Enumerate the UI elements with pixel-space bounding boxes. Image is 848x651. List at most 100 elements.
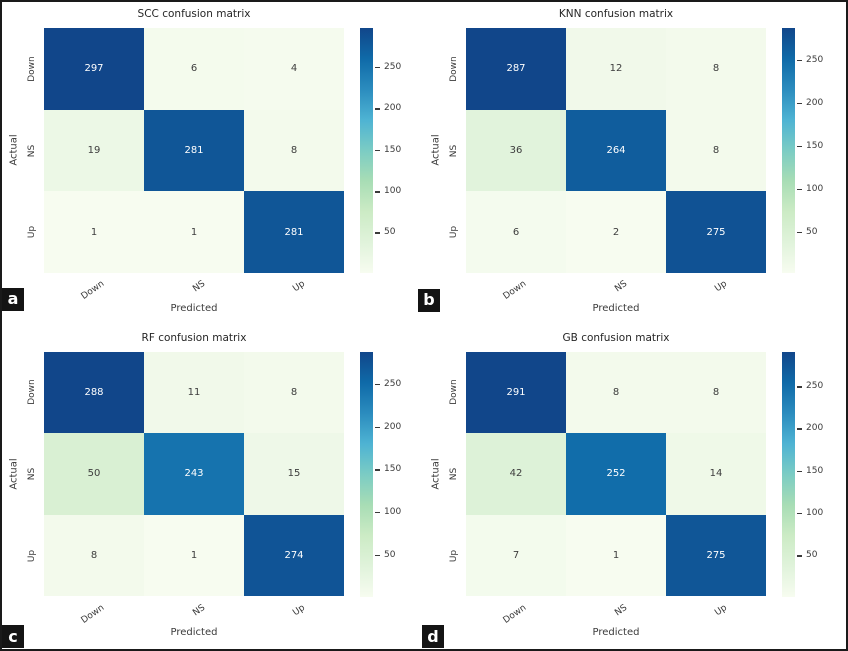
heatmap-cell: 11	[144, 351, 244, 434]
colorbar-tick-mark	[375, 191, 380, 193]
panel-letter-d: d	[422, 625, 444, 648]
x-tick-label: Down	[502, 602, 529, 626]
colorbar-tick-mark	[375, 232, 380, 234]
colorbar-tick-label: 250	[384, 378, 402, 389]
heatmap-cell: 50	[44, 433, 144, 515]
colorbar-tick-mark	[797, 386, 802, 388]
heatmap-cell: 287	[466, 28, 566, 110]
colorbar-tick-label: 200	[806, 423, 824, 434]
colorbar-tick-label: 100	[806, 507, 824, 518]
heatmap-cell: 8	[244, 351, 344, 434]
y-tick-label: Up	[449, 549, 459, 562]
colorbar-tick-mark	[375, 108, 380, 110]
y-tick-label: NS	[27, 467, 37, 481]
colorbar-tick-mark	[797, 555, 802, 557]
chart-title: GB confusion matrix	[562, 331, 670, 344]
colorbar-tick-mark	[375, 554, 380, 557]
x-tick-label: NS	[612, 602, 629, 618]
heatmap-cell: 15	[244, 433, 344, 515]
y-tick-label: NS	[449, 144, 459, 157]
heatmap-cell: 1	[144, 191, 244, 273]
colorbar-tick-label: 100	[384, 186, 402, 197]
colorbar-tick-label: 50	[806, 550, 818, 561]
colorbar-tick-mark	[797, 59, 802, 62]
colorbar-tick-label: 50	[384, 227, 396, 238]
x-axis-label: Predicted	[170, 303, 218, 314]
heatmap-cell: 8	[666, 28, 766, 110]
x-axis-label: Predicted	[170, 626, 218, 638]
heatmap-cell: 2	[566, 191, 666, 273]
heatmap-cell: 4	[244, 28, 344, 110]
colorbar-tick-mark	[375, 66, 380, 69]
colorbar-tick-label: 200	[384, 103, 402, 114]
heatmap-cell: 6	[466, 191, 566, 273]
colorbar-tick-label: 150	[806, 465, 824, 476]
colorbar-tick-mark	[375, 426, 380, 429]
x-tick-label: Up	[712, 279, 729, 295]
heatmap-cell: 8	[566, 351, 666, 434]
colorbar-tick-mark	[375, 383, 380, 386]
colorbar-tick-label: 150	[384, 464, 402, 475]
heatmap-cell: 291	[466, 351, 566, 434]
colorbar-tick-label: 150	[806, 140, 824, 151]
x-axis-label: Predicted	[592, 303, 640, 314]
y-tick-label: Down	[449, 379, 459, 406]
heatmap-cell: 281	[144, 109, 244, 192]
heatmap-grid: 297 6 4 19 281 8 1 1 281	[44, 28, 344, 273]
heatmap-cell: 243	[144, 433, 244, 515]
heatmap-cell: 288	[44, 351, 144, 434]
colorbar-tick-mark	[375, 469, 380, 471]
x-tick-label: Down	[80, 602, 107, 626]
heatmap-cell: 1	[144, 514, 244, 597]
colorbar-gradient	[782, 351, 795, 597]
y-tick-label: Down	[449, 56, 459, 82]
colorbar-tick-label: 50	[806, 226, 818, 237]
colorbar-tick-mark	[797, 102, 802, 105]
chart-title: SCC confusion matrix	[137, 8, 251, 20]
colorbar-tick-mark	[375, 511, 380, 514]
heatmap-grid: 287 12 8 36 264 8 6 2 275	[466, 28, 766, 273]
colorbar-tick-label: 250	[806, 381, 824, 392]
x-tick-label: NS	[612, 279, 629, 295]
x-tick-label: Down	[80, 279, 107, 302]
heatmap-cell: 14	[666, 433, 766, 515]
heatmap-cell: 252	[566, 433, 666, 515]
colorbar-tick-mark	[797, 470, 802, 473]
x-tick-label: Down	[502, 279, 529, 302]
y-tick-label: NS	[449, 467, 459, 481]
colorbar-tick-label: 100	[384, 506, 402, 517]
heatmap-cell: 8	[666, 351, 766, 434]
colorbar-tick-label: 200	[384, 421, 402, 432]
heatmap-cell: 12	[566, 28, 666, 110]
heatmap-cell: 281	[244, 191, 344, 273]
heatmap-cell: 275	[666, 191, 766, 273]
x-tick-label: Up	[290, 279, 307, 295]
heatmap-cell: 36	[466, 109, 566, 192]
panel-letter-a: a	[2, 287, 24, 311]
colorbar-gradient	[782, 28, 795, 273]
colorbar-tick-label: 50	[384, 549, 396, 560]
heatmap-cell: 1	[44, 191, 144, 273]
colorbar-tick-mark	[375, 149, 380, 152]
colorbar-tick-mark	[797, 231, 802, 234]
y-axis-label: Actual	[8, 457, 20, 490]
x-tick-label: Up	[290, 602, 307, 618]
heatmap-cell: 264	[566, 109, 666, 192]
colorbar: 250 200 150 100 50	[360, 351, 401, 597]
y-axis-label: Actual	[430, 457, 442, 490]
heatmap-grid: 288 11 8 50 243 15 8 1 274	[44, 351, 344, 597]
colorbar-tick-mark	[797, 512, 802, 515]
x-tick-label: NS	[190, 279, 207, 295]
y-tick-label: Up	[27, 549, 37, 562]
colorbar-tick-mark	[797, 188, 802, 191]
heatmap-cell: 8	[244, 109, 344, 192]
heatmap-cell: 8	[666, 109, 766, 192]
y-tick-label: Down	[27, 379, 37, 406]
y-tick-label: Up	[27, 226, 37, 239]
heatmap-cell: 1	[566, 514, 666, 597]
chart-title: KNN confusion matrix	[558, 8, 674, 20]
y-axis-label: Actual	[8, 134, 20, 166]
heatmap-cell: 7	[466, 514, 566, 597]
